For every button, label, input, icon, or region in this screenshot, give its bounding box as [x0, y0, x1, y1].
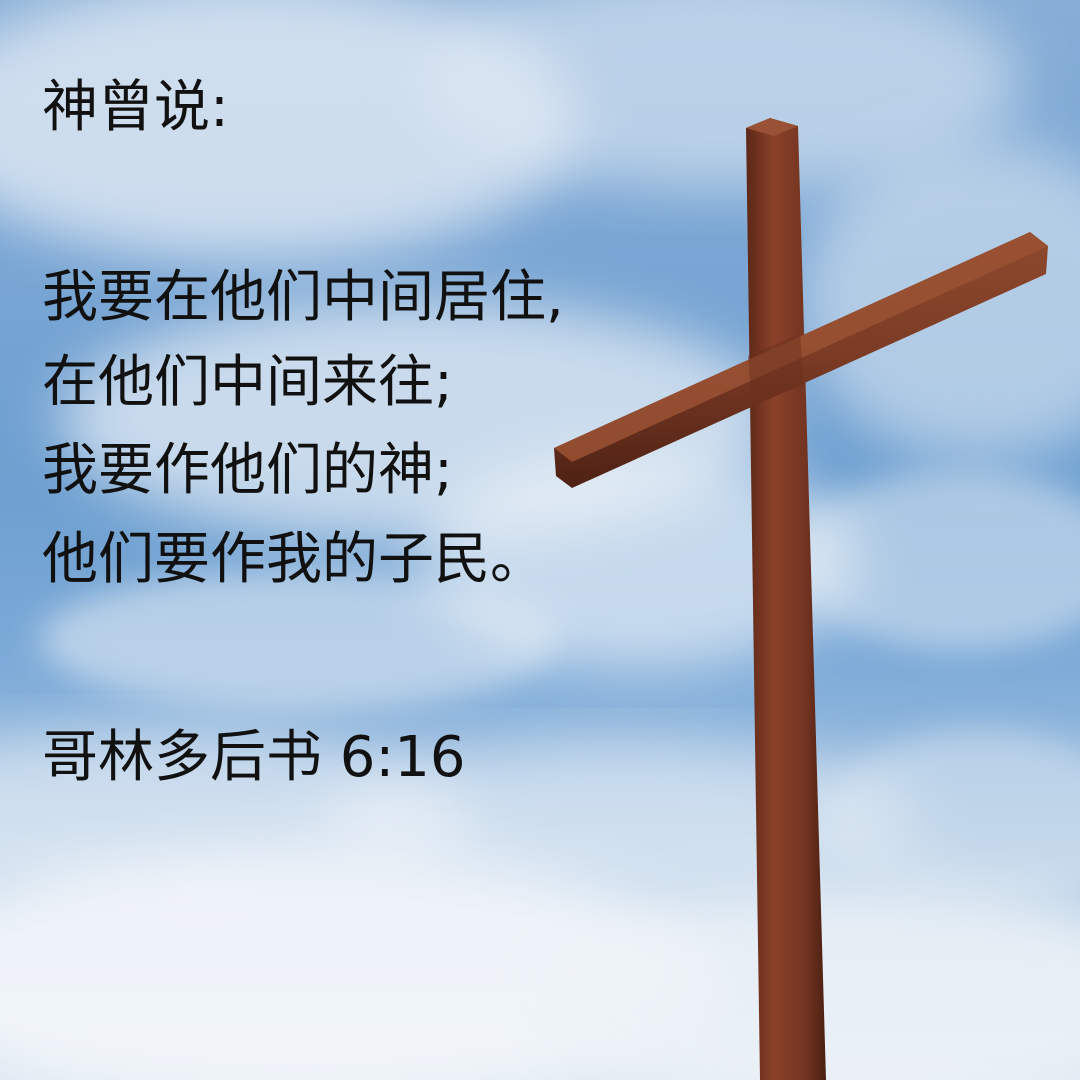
verse-line-1: 我要在他们中间居住, — [42, 265, 564, 330]
verse-intro: 神曾说: — [42, 75, 229, 140]
verse-line-2: 在他们中间来往; — [42, 350, 453, 415]
verse-line-3: 我要作他们的神; — [42, 438, 453, 503]
verse-line-4: 他们要作我的子民。 — [42, 527, 546, 592]
cross-icon — [554, 118, 1048, 1080]
verse-reference: 哥林多后书 6:16 — [42, 725, 466, 790]
